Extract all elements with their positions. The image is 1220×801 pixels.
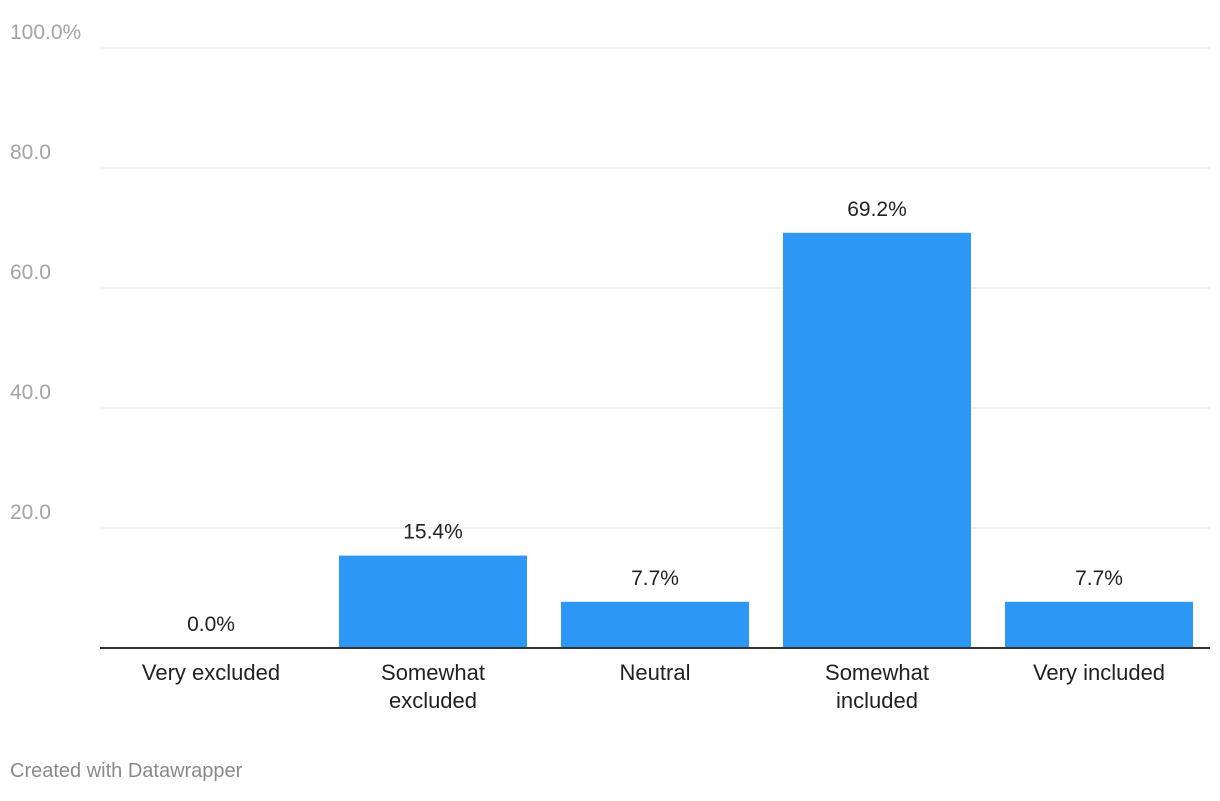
x-category-label-line: excluded <box>389 688 477 713</box>
y-tick-label: 100.0% <box>10 21 81 44</box>
y-tick-label: 80.0 <box>10 141 51 164</box>
bars <box>339 232 1193 649</box>
bar-value-label: 7.7% <box>1075 567 1123 590</box>
x-category-label: Very included <box>1033 660 1165 685</box>
x-category-label-line: Neutral <box>620 660 691 685</box>
x-category-label: Neutral <box>620 660 691 685</box>
x-category-label-line: included <box>836 688 918 713</box>
y-axis-tick-labels: 20.0 40.0 60.0 80.0 100.0% <box>10 21 81 524</box>
x-category-label: Somewhat excluded <box>381 660 485 713</box>
x-category-label-line: Very excluded <box>142 660 280 685</box>
bar <box>783 232 971 649</box>
x-category-label-line: Somewhat <box>825 660 929 685</box>
y-tick-label: 60.0 <box>10 261 51 284</box>
gridlines <box>100 47 1210 529</box>
y-tick-label: 40.0 <box>10 381 51 404</box>
bar-value-label: 15.4% <box>403 521 463 544</box>
x-category-label-line: Somewhat <box>381 660 485 685</box>
datawrapper-credit: Created with Datawrapper <box>10 760 243 782</box>
x-axis-category-labels: Very excluded Somewhat excluded Neutral Some… <box>142 660 1165 713</box>
x-category-label-line: Very included <box>1033 660 1165 685</box>
bar-value-label: 7.7% <box>631 567 679 590</box>
bar-value-label: 0.0% <box>187 613 235 636</box>
x-category-label: Very excluded <box>142 660 280 685</box>
bar <box>339 555 527 648</box>
bar <box>561 601 749 648</box>
bar <box>1005 601 1193 648</box>
bar-value-label: 69.2% <box>847 198 907 221</box>
x-category-label: Somewhat included <box>825 660 929 713</box>
value-labels: 0.0% 15.4% 7.7% 69.2% 7.7% <box>187 198 1123 636</box>
y-tick-label: 20.0 <box>10 501 51 524</box>
